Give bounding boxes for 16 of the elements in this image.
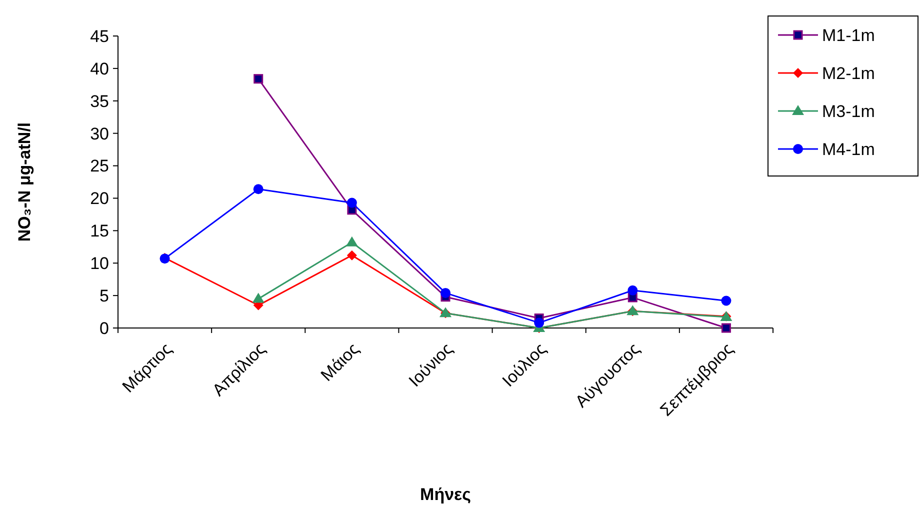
y-axis-title: NO₃-N μg-atN/l [15, 122, 34, 242]
legend-label: M3-1m [822, 102, 875, 121]
legend-label: M4-1m [822, 140, 875, 159]
x-axis-title: Μήνες [420, 485, 472, 504]
y-tick-label: 15 [90, 222, 109, 241]
legend-label: M1-1m [822, 26, 875, 45]
y-tick-label: 40 [90, 59, 109, 78]
y-tick-label: 45 [90, 26, 109, 46]
legend-label: M2-1m [822, 64, 875, 83]
y-tick-label: 5 [100, 286, 109, 306]
y-tick-label: 30 [90, 124, 109, 144]
y-tick-label: 35 [90, 92, 109, 111]
y-tick-label: 20 [90, 189, 109, 208]
y-tick-label: 0 [100, 318, 109, 338]
y-tick-label: 25 [90, 156, 109, 176]
y-tick-label: 10 [90, 254, 109, 274]
